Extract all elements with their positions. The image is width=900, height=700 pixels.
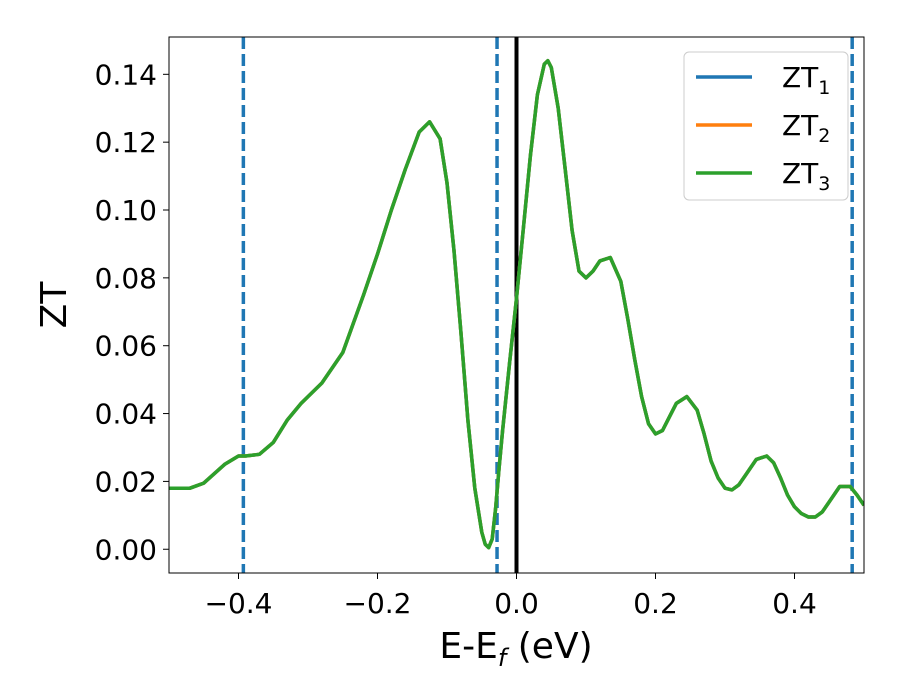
y-axis-ticks: 0.00 0.02 0.04 0.06 0.08 0.10 0.12 0.14 bbox=[95, 58, 169, 566]
x-axis-ticks: −0.4 −0.2 0.0 0.2 0.4 bbox=[205, 573, 817, 620]
y-tick-label: 0.06 bbox=[95, 330, 157, 363]
y-axis-label: ZT bbox=[34, 281, 75, 329]
y-tick-label: 0.00 bbox=[95, 533, 157, 566]
legend-label-1: ZT1 bbox=[782, 61, 830, 99]
y-tick-label: 0.02 bbox=[95, 465, 157, 498]
x-tick-label: 0.2 bbox=[633, 587, 678, 620]
x-tick-label: −0.4 bbox=[205, 587, 273, 620]
legend: ZT1 ZT2 ZT3 bbox=[683, 51, 849, 201]
y-tick-label: 0.12 bbox=[95, 126, 157, 159]
x-tick-label: 0.0 bbox=[494, 587, 539, 620]
legend-box bbox=[683, 51, 849, 201]
y-tick-label: 0.04 bbox=[95, 398, 157, 431]
legend-label-3: ZT3 bbox=[782, 157, 830, 195]
y-tick-label: 0.10 bbox=[95, 194, 157, 227]
x-tick-label: −0.2 bbox=[344, 587, 412, 620]
x-axis-label-unit: (eV) bbox=[506, 626, 592, 667]
x-axis-label: E-Ef (eV) bbox=[439, 626, 592, 672]
y-tick-label: 0.08 bbox=[95, 262, 157, 295]
series-line-3 bbox=[169, 58, 864, 550]
x-tick-label: 0.4 bbox=[772, 587, 817, 620]
legend-label-2: ZT2 bbox=[782, 109, 830, 147]
y-tick-label: 0.14 bbox=[95, 58, 157, 91]
series-layer bbox=[169, 58, 864, 550]
